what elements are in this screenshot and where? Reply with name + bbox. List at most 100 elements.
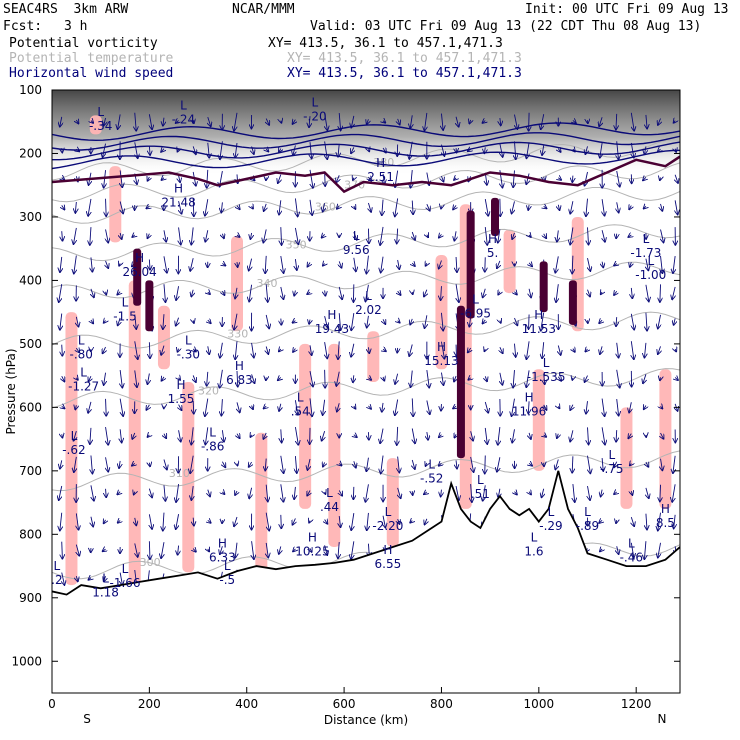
x-tick-label: 400: [235, 697, 258, 711]
extremum-marker: L: [531, 530, 538, 544]
wind-vector: [631, 341, 634, 359]
wind-vector: [354, 461, 356, 467]
wind-vector: [398, 291, 401, 295]
wind-vector: [646, 284, 649, 302]
theta-contour: [52, 224, 680, 262]
wind-vector: [91, 455, 92, 474]
y-tick-label: 500: [19, 337, 42, 351]
wind-vector: [675, 200, 678, 214]
wind-vector: [73, 431, 76, 441]
theta-contour: [52, 368, 680, 409]
pv-positive-region: [659, 369, 672, 509]
wind-vector: [293, 549, 295, 551]
wind-vector: [411, 170, 413, 188]
extremum-marker: L: [122, 296, 129, 310]
wind-vector: [205, 230, 207, 241]
wind-vector: [555, 459, 558, 470]
wind-vector: [454, 231, 456, 240]
x-tick-label: 1200: [621, 697, 652, 711]
wind-vector: [427, 431, 428, 440]
wind-vector: [456, 256, 457, 272]
wind-vector: [558, 377, 561, 381]
wind-vector: [572, 378, 573, 380]
tropopause-pv-contour: [52, 155, 680, 194]
wind-vector: [106, 488, 107, 497]
wind-vector: [628, 434, 631, 439]
wind-vector: [661, 229, 664, 243]
wind-vector: [353, 178, 354, 180]
extremum-marker: L: [365, 289, 372, 303]
extremum-value: -.46: [620, 551, 643, 565]
wind-vector: [149, 342, 150, 358]
wind-vector: [295, 400, 297, 414]
wind-vector: [220, 342, 223, 358]
wind-vector: [309, 320, 310, 324]
wind-vector: [309, 521, 310, 523]
wind-vector: [252, 146, 254, 155]
wind-vector: [602, 199, 604, 216]
wind-vector: [646, 114, 647, 129]
wind-vector: [631, 112, 634, 131]
wind-vector: [135, 112, 136, 131]
wind-vector: [529, 263, 532, 267]
wind-vector: [424, 112, 426, 131]
wind-vector: [468, 348, 471, 352]
wind-vector: [336, 175, 339, 182]
wind-vector: [529, 235, 531, 237]
wind-vector: [528, 401, 529, 413]
extremum-value: -.62: [62, 443, 85, 457]
wind-vector: [614, 461, 617, 468]
wind-vector: [178, 349, 179, 352]
extremum-value: 2.02: [355, 303, 382, 317]
wind-vector: [135, 142, 138, 158]
wind-vector: [529, 288, 531, 298]
wind-vector: [395, 373, 398, 384]
wind-vector: [544, 373, 545, 384]
wind-vector: [90, 427, 91, 444]
wind-vector: [514, 292, 516, 295]
wind-vector: [237, 370, 238, 387]
wind-vector: [208, 520, 211, 523]
extremum-marker: H: [488, 232, 497, 246]
wind-vector: [117, 292, 120, 295]
wind-vector: [164, 256, 167, 272]
pv-positive-region: [620, 407, 633, 509]
wind-vector: [120, 429, 121, 442]
wind-vector: [514, 317, 517, 325]
wind-vector: [617, 141, 619, 159]
terrain-surface: [52, 470, 680, 596]
extremum-value: .2: [51, 573, 62, 587]
wind-vector: [600, 549, 602, 552]
wind-vector: [586, 401, 588, 413]
wind-vector: [76, 316, 78, 327]
wind-vector: [529, 492, 531, 495]
wind-vector: [409, 344, 412, 356]
wind-vector: [119, 263, 120, 265]
extremum-value: 11.96: [512, 405, 546, 419]
wind-vector: [339, 286, 342, 299]
wind-vector: [62, 344, 63, 356]
wind-vector: [497, 260, 500, 268]
wind-vector: [104, 372, 106, 385]
wind-vector: [307, 458, 310, 470]
wind-vector: [541, 312, 545, 331]
wind-vector: [249, 258, 252, 271]
extremum-marker: H: [383, 543, 392, 557]
wind-vector: [395, 198, 398, 216]
wind-vector: [325, 369, 326, 388]
wind-vector: [660, 377, 661, 380]
wind-vector: [309, 116, 310, 127]
forecast-label: Fcst:: [3, 19, 43, 34]
wind-vector: [368, 347, 369, 353]
wind-vector: [365, 484, 369, 502]
extremum-marker: H: [176, 378, 185, 392]
wind-vector: [120, 572, 122, 585]
wind-vector: [237, 434, 240, 439]
wind-vector: [424, 289, 427, 297]
wind-vector: [482, 320, 485, 324]
wind-vector: [281, 318, 282, 325]
wind-vector: [661, 203, 663, 211]
wind-vector: [193, 375, 196, 382]
wind-vector: [498, 292, 500, 295]
wind-vector: [367, 119, 369, 124]
